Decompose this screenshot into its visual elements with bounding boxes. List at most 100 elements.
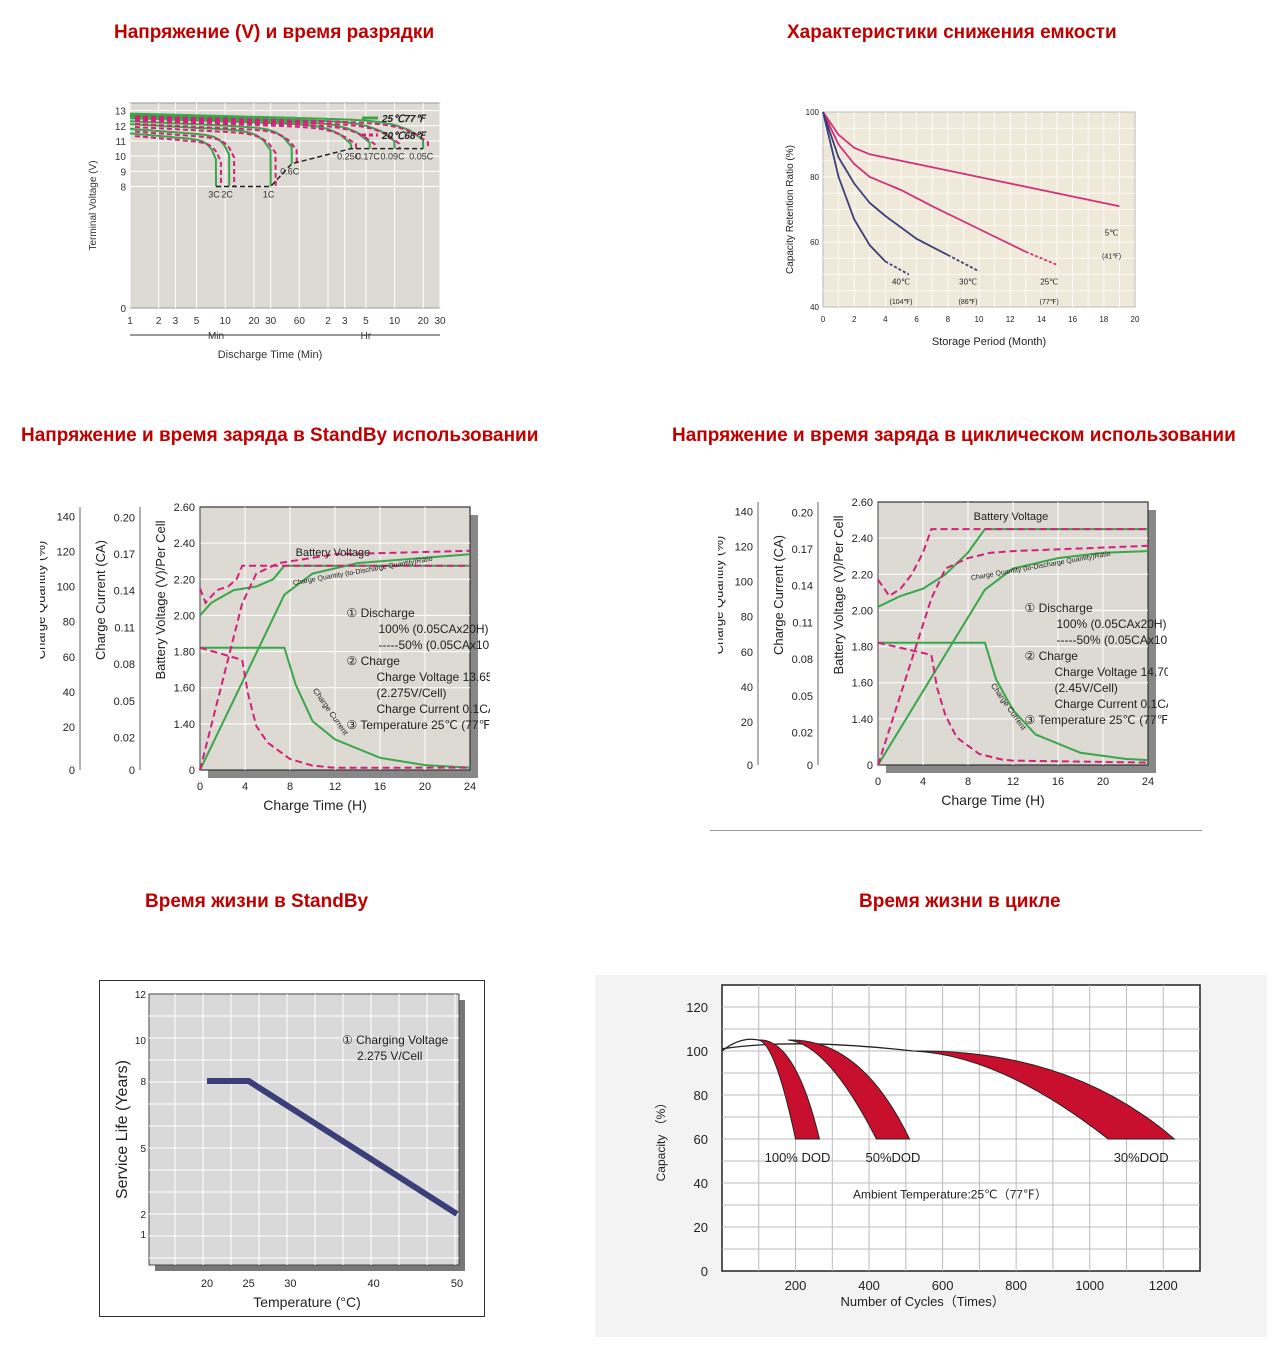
dod-label: 50%DOD <box>866 1150 921 1165</box>
x-tick-label: 40 <box>368 1278 380 1290</box>
dod-band-0 <box>758 1039 821 1140</box>
y-tick-label: 0.05 <box>792 691 813 703</box>
x-tick-label: 5 <box>363 316 369 327</box>
discharge-curve-3C <box>134 135 222 187</box>
x-tick-label: 30 <box>434 316 446 327</box>
y-tick-label: 0.20 <box>792 507 813 519</box>
discharge-title: Напряжение (V) и время разрядки <box>114 22 435 43</box>
note-line: Charge Voltage 13.65V <box>377 670 491 684</box>
x-tick-label: 20 <box>248 316 260 327</box>
y-tick-label: 13 <box>115 107 127 118</box>
y-tick-label: 2.20 <box>174 574 195 586</box>
y-tick-label: 0.14 <box>114 586 135 598</box>
x-tick-label: 4 <box>242 781 248 793</box>
x-group-label: Hr <box>361 331 372 342</box>
retention-curve-dashed-3 <box>884 260 910 276</box>
x-tick-label: 50 <box>451 1278 463 1290</box>
y-tick-label: 1.40 <box>852 714 873 726</box>
charge-quantity-50-line <box>199 549 471 771</box>
retention-curve-3 <box>822 111 887 263</box>
y-tick-label: 0.11 <box>792 617 813 629</box>
x-axis-label: Charge Time (H) <box>941 792 1044 808</box>
y-tick-label: 100 <box>735 577 753 589</box>
y-tick-label: 5 <box>140 1144 146 1155</box>
charge-quantity-line <box>877 550 1149 766</box>
discharge-curve-0.09C <box>134 116 401 149</box>
note-line: ① Charging Voltage <box>342 1033 448 1047</box>
x-tick-label: 14 <box>1037 315 1046 324</box>
y-tick-label: 0.02 <box>114 733 135 745</box>
standby-life-title: Время жизни в StandBy <box>145 891 369 912</box>
charge-quantity-50-line <box>877 544 1149 766</box>
y-axis-label: Battery Voltage (V)/Per Cell <box>153 520 168 679</box>
y-tick-label: 60 <box>810 238 819 247</box>
x-tick-label: 0 <box>875 776 881 788</box>
x-axis-label: Storage Period (Month) <box>932 336 1046 348</box>
y-tick-label: 1.60 <box>174 683 195 695</box>
x-tick-label: 3 <box>342 316 348 327</box>
x-tick-label: 16 <box>1052 776 1064 788</box>
y-tick-label: 12 <box>115 122 127 133</box>
y-tick-label: 2.00 <box>174 610 195 622</box>
retention-curve-1 <box>822 111 1027 253</box>
charge-current-line <box>200 646 471 769</box>
y-tick-label: 80 <box>63 617 75 629</box>
x-tick-label: 16 <box>374 781 386 793</box>
y-tick-label: 80 <box>810 173 819 182</box>
y-tick-label: 10 <box>115 152 127 163</box>
note-line: 100% (0.05CAx20H) <box>1057 617 1167 631</box>
note-line: -----50% (0.05CAx10H) <box>379 638 491 652</box>
discharge-curve-0.05C <box>129 112 425 149</box>
x-tick-label: 200 <box>785 1278 807 1293</box>
charge-current-50-line <box>199 646 471 769</box>
x-tick-label: 18 <box>1099 315 1108 324</box>
y-tick-label: 0.17 <box>114 549 135 561</box>
rate-label: 0.17C <box>356 152 381 162</box>
divider-line <box>710 830 1202 831</box>
x-axis-label: Discharge Time (Min) <box>218 349 323 361</box>
y-tick-label: 120 <box>735 542 753 554</box>
y-tick-label: 100 <box>806 108 820 117</box>
y-tick-label: 2.00 <box>852 605 873 617</box>
series-label: 40℃ <box>892 277 910 286</box>
note-line: ① Discharge <box>347 606 415 620</box>
y-tick-label: 60 <box>741 647 753 659</box>
note-line: (2.45V/Cell) <box>1055 681 1118 695</box>
series-sublabel: (77℉) <box>1040 299 1059 306</box>
y-tick-label: 2.60 <box>174 502 195 514</box>
y-axis-label: Terminal Voltage (V) <box>88 160 99 250</box>
x-tick-label: 12 <box>1006 315 1015 324</box>
note-line: ③ Temperature 25℃ (77℉) <box>347 718 491 732</box>
x-tick-label: 30 <box>265 316 277 327</box>
y-axis-label: Charge Quantity (%) <box>718 536 726 655</box>
capacity-loss-chart: 40 60 80 100 0 2 4 6 8 10 12 14 16 18 20 Capacity Reten… <box>785 108 1140 348</box>
x-tick-label: 2 <box>852 315 857 324</box>
rate-label: 0.25C <box>337 152 362 162</box>
y-tick-label: 2.60 <box>852 497 873 509</box>
x-tick-label: 8 <box>946 315 951 324</box>
legend-label: 25℃77℉ <box>381 114 427 125</box>
y-tick-label: 9 <box>120 167 126 178</box>
legend-label: 20℃68℉ <box>381 131 427 142</box>
x-axis-label: Temperature (°C) <box>253 1294 361 1310</box>
y-tick-label: 80 <box>741 612 753 624</box>
dod-label: 30%DOD <box>1114 1150 1169 1165</box>
cycle-life-chart: 0 20 40 60 80 100 120 200 400 600 800 1000 1200 Capac… <box>595 975 1267 1337</box>
y-tick-label: 80 <box>694 1088 708 1103</box>
note-line: ③ Temperature 25℃ (77℉) <box>1025 713 1169 727</box>
x-tick-label: 24 <box>464 781 476 793</box>
x-tick-label: 10 <box>220 316 232 327</box>
note-line: ② Charge <box>1025 649 1079 663</box>
rate-label: 2C <box>221 190 233 200</box>
note-line: Charge Current 0.1CA <box>377 702 491 716</box>
y-tick-label: 1.60 <box>852 678 873 690</box>
y-tick-label: 8 <box>120 183 126 194</box>
y-tick-label: 0 <box>120 304 126 315</box>
x-tick-label: 4 <box>920 776 926 788</box>
rate-label: 0.09C <box>381 152 406 162</box>
x-tick-label: 12 <box>1007 776 1019 788</box>
discharge-curve-0.05C <box>134 115 430 149</box>
note-line: ② Charge <box>347 654 401 668</box>
y-tick-label: 8 <box>140 1077 146 1088</box>
